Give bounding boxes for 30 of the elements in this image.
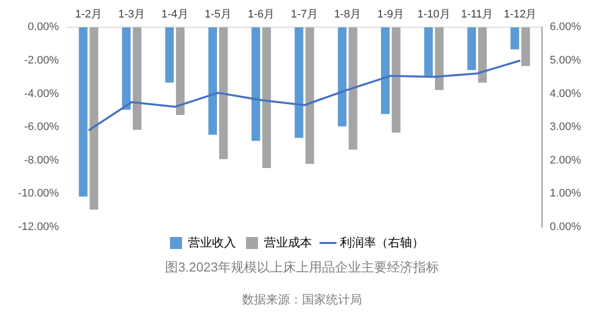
x-tick-label: 1-12月 xyxy=(504,8,537,21)
y2-tick-label: 5.00% xyxy=(550,54,582,67)
x-tick-label: 1-11月 xyxy=(460,8,494,21)
x-tick-label: 1-2月 xyxy=(75,8,102,21)
legend-label: 营业成本 xyxy=(264,235,312,250)
source-note: 数据来源：国家统计局 xyxy=(242,292,362,306)
x-tick-label: 1-3月 xyxy=(118,8,146,21)
legend-label: 营业收入 xyxy=(188,235,236,250)
y2-tick-label: 4.00% xyxy=(550,88,582,100)
y2-tick-label: 2.00% xyxy=(550,154,582,166)
legend-label: 利润率（右轴） xyxy=(340,235,424,250)
y-tick-label: -12.00% xyxy=(18,221,60,234)
y-tick-label: -4.00% xyxy=(24,88,60,100)
y-tick-label: -6.00% xyxy=(24,121,60,134)
x-tick-label: 1-9月 xyxy=(377,8,404,21)
x-tick-label: 1-6月 xyxy=(248,8,275,21)
y-tick-label: -8.00% xyxy=(24,154,60,166)
y-tick-label: 0.00% xyxy=(28,21,60,34)
y2-tick-label: 0.00% xyxy=(550,221,582,234)
text: 图3.2023年规模以上床上用品企业主要经济指标 xyxy=(165,260,439,275)
y-tick-label: -2.00% xyxy=(24,54,60,67)
x-tick-label: 1-7月 xyxy=(290,8,318,21)
y-tick-label: -10.00% xyxy=(18,188,60,200)
y2-tick-label: 6.00% xyxy=(550,21,582,34)
x-tick-label: 1-4月 xyxy=(161,8,188,21)
x-tick-label: 1-5月 xyxy=(204,8,232,21)
y2-tick-label: 3.00% xyxy=(550,121,582,134)
y2-tick-label: 1.00% xyxy=(550,188,582,200)
x-tick-label: 1-10月 xyxy=(417,8,450,21)
x-tick-label: 1-8月 xyxy=(334,8,362,21)
